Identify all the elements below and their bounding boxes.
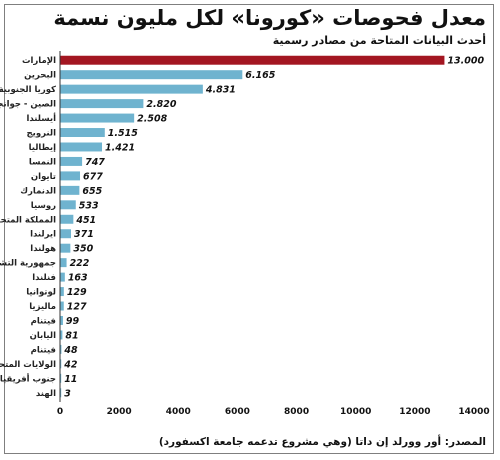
value-label-4: 2.508 bbox=[137, 114, 167, 125]
category-label-15: فنلندا bbox=[32, 273, 56, 283]
category-label-8: تايوان bbox=[31, 172, 56, 182]
value-label-18: 99 bbox=[66, 316, 80, 327]
category-label-4: أيسلندا bbox=[26, 112, 56, 124]
value-label-12: 371 bbox=[74, 229, 94, 240]
chart-title: معدل فحوصات «كورونا» لكل مليون نسمة bbox=[53, 6, 486, 30]
bar-4 bbox=[60, 113, 135, 123]
bar-6 bbox=[60, 142, 103, 152]
value-label-16: 129 bbox=[67, 287, 87, 298]
bar-5 bbox=[60, 128, 105, 138]
x-tick-label-7: 14000 bbox=[458, 407, 489, 417]
category-label-3: الصين - جوانجدونج bbox=[0, 100, 56, 110]
category-label-9: الدنمارك bbox=[20, 186, 56, 196]
category-label-16: لوتوانيا bbox=[26, 288, 56, 298]
value-label-15: 163 bbox=[68, 273, 88, 284]
value-label-3: 2.820 bbox=[146, 99, 176, 110]
bar-23 bbox=[60, 388, 62, 398]
bar-13 bbox=[60, 243, 71, 253]
category-label-10: روسيا bbox=[31, 201, 56, 211]
value-label-2: 4.831 bbox=[205, 85, 236, 96]
value-label-0: 13.000 bbox=[447, 56, 484, 67]
category-label-19: اليابان bbox=[30, 331, 56, 341]
value-label-23: 3 bbox=[64, 388, 71, 399]
category-label-14: جمهورية التشيك bbox=[0, 259, 56, 269]
x-tick-label-3: 6000 bbox=[225, 407, 250, 417]
bar-0 bbox=[60, 55, 445, 65]
bar-22 bbox=[60, 373, 62, 383]
bar-1 bbox=[60, 70, 243, 80]
bar-2 bbox=[60, 84, 203, 94]
value-label-5: 1.515 bbox=[108, 128, 138, 139]
value-label-8: 677 bbox=[83, 171, 103, 182]
category-label-13: هولندا bbox=[30, 244, 56, 254]
category-label-18: فيتنام bbox=[31, 316, 56, 326]
bar-12 bbox=[60, 229, 71, 239]
category-label-2: كوريا الجنوبية bbox=[0, 85, 56, 95]
bar-14 bbox=[60, 258, 67, 268]
category-label-20: فيتنام bbox=[31, 345, 56, 355]
bar-18 bbox=[60, 315, 63, 325]
value-label-7: 747 bbox=[85, 157, 105, 168]
bar-9 bbox=[60, 185, 80, 195]
chart-source: المصدر: أور وورلد إن داتا (وهي مشروع تدع… bbox=[158, 436, 486, 448]
category-label-17: ماليزيا bbox=[29, 302, 56, 312]
bar-8 bbox=[60, 171, 81, 181]
category-label-11: المملكة المتحدة bbox=[0, 215, 56, 225]
bar-3 bbox=[60, 99, 144, 109]
bar-16 bbox=[60, 287, 64, 297]
value-label-10: 533 bbox=[79, 200, 99, 211]
category-label-12: ايرلندا bbox=[30, 230, 56, 240]
value-label-9: 655 bbox=[82, 186, 102, 197]
category-label-7: النمسا bbox=[29, 157, 56, 167]
bar-20 bbox=[60, 344, 62, 354]
category-label-5: النرويج bbox=[27, 129, 57, 139]
value-label-13: 350 bbox=[73, 244, 93, 255]
bar-15 bbox=[60, 272, 65, 282]
bar-17 bbox=[60, 301, 64, 311]
category-label-22: جنوب أفريقيا bbox=[0, 372, 56, 384]
value-label-20: 48 bbox=[63, 345, 78, 356]
value-label-1: 6.165 bbox=[245, 70, 275, 81]
bar-10 bbox=[60, 200, 76, 210]
category-label-21: الولايات المتحدة bbox=[0, 360, 56, 370]
value-label-22: 11 bbox=[64, 374, 77, 385]
category-label-6: إيطاليا bbox=[29, 143, 57, 153]
x-tick-label-4: 8000 bbox=[284, 407, 309, 417]
chart-frame bbox=[4, 4, 494, 454]
x-tick-label-0: 0 bbox=[57, 407, 63, 417]
category-label-1: البحرين bbox=[24, 71, 56, 81]
value-label-14: 222 bbox=[70, 258, 90, 269]
value-label-19: 81 bbox=[65, 330, 78, 341]
value-label-17: 127 bbox=[67, 302, 87, 313]
bar-21 bbox=[60, 359, 62, 369]
bar-7 bbox=[60, 156, 83, 166]
value-label-11: 451 bbox=[75, 215, 96, 226]
bar-19 bbox=[60, 330, 63, 340]
x-tick-label-5: 10000 bbox=[340, 407, 371, 417]
category-label-23: الهند bbox=[36, 389, 56, 399]
x-tick-label-2: 4000 bbox=[166, 407, 191, 417]
bar-11 bbox=[60, 214, 74, 224]
value-label-21: 42 bbox=[63, 359, 78, 370]
value-label-6: 1.421 bbox=[105, 142, 135, 153]
x-tick-label-1: 2000 bbox=[107, 407, 132, 417]
x-tick-label-6: 12000 bbox=[399, 407, 430, 417]
chart-subtitle: أحدث البيانات المتاحة من مصادر رسمية bbox=[272, 34, 486, 47]
category-label-0: الإمارات bbox=[22, 56, 56, 66]
